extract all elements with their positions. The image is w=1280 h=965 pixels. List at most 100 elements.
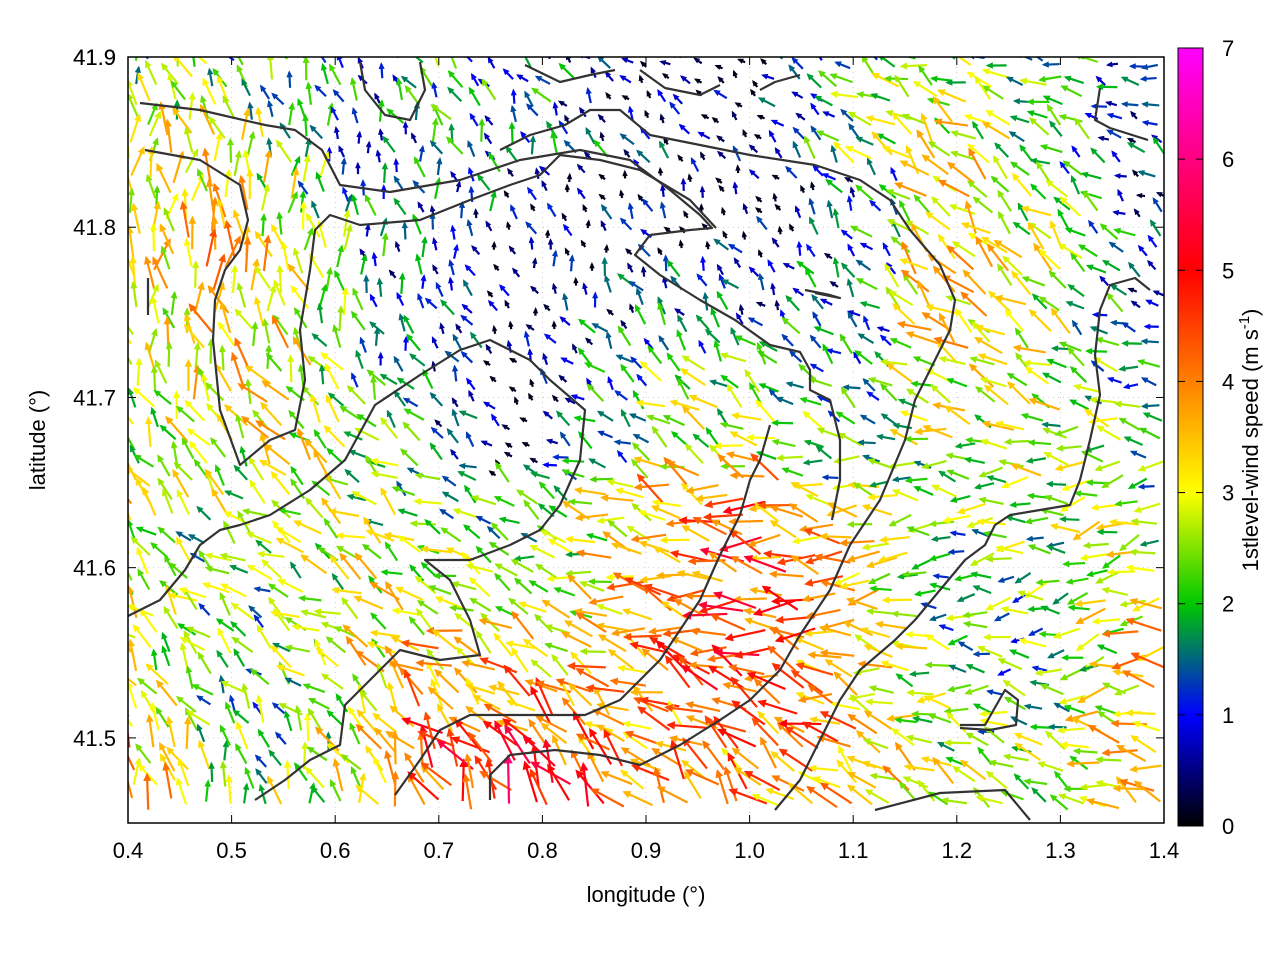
wind-arrow xyxy=(671,431,687,445)
wind-arrow xyxy=(242,108,250,140)
wind-arrow xyxy=(363,274,369,293)
wind-arrow xyxy=(281,241,289,270)
wind-arrow xyxy=(503,68,513,79)
wind-arrow xyxy=(551,654,568,675)
wind-arrow xyxy=(296,37,304,57)
wind-arrow xyxy=(1110,284,1127,295)
wind-arrow xyxy=(511,611,533,639)
wind-arrow xyxy=(452,365,458,382)
wind-arrow xyxy=(401,639,439,648)
wind-arrow xyxy=(267,100,273,117)
wind-arrow xyxy=(983,634,1011,641)
wind-arrow xyxy=(118,312,133,334)
wind-arrow xyxy=(960,292,986,316)
wind-arrow xyxy=(984,385,1008,405)
wind-arrow xyxy=(597,411,613,421)
wind-arrow xyxy=(411,132,416,143)
wind-arrow xyxy=(663,457,686,485)
wind-arrow xyxy=(783,263,795,269)
wind-arrow xyxy=(848,123,858,138)
y-tick-label: 41.9 xyxy=(73,45,116,70)
wind-arrow xyxy=(1132,721,1159,731)
wind-arrow xyxy=(967,180,987,197)
wind-arrow xyxy=(216,650,228,667)
wind-arrow xyxy=(514,578,532,594)
wind-arrow xyxy=(499,284,509,296)
wind-arrow xyxy=(954,575,976,582)
wind-arrow xyxy=(572,343,577,353)
wind-arrow xyxy=(242,508,267,515)
wind-arrow xyxy=(150,223,157,252)
wind-arrow xyxy=(586,87,592,103)
wind-arrow xyxy=(1119,418,1140,430)
wind-arrow xyxy=(218,627,231,653)
wind-arrow xyxy=(700,151,705,160)
wind-arrow xyxy=(331,587,362,594)
wind-arrow xyxy=(839,581,869,589)
wind-arrow xyxy=(1081,172,1102,179)
wind-arrow xyxy=(337,305,344,331)
wind-arrow xyxy=(607,376,613,390)
wind-arrow xyxy=(220,592,230,616)
wind-arrow xyxy=(504,190,510,197)
wind-arrow xyxy=(524,331,530,347)
wind-arrow xyxy=(471,73,478,86)
wind-arrow xyxy=(244,236,252,272)
wind-arrow xyxy=(546,439,558,445)
wind-arrow xyxy=(547,203,556,217)
wind-arrow xyxy=(519,417,527,422)
wind-arrow xyxy=(382,162,389,183)
wind-arrow xyxy=(929,583,950,590)
wind-arrow xyxy=(484,133,491,144)
wind-arrow xyxy=(457,471,476,480)
wind-arrow xyxy=(234,648,245,666)
wind-arrow xyxy=(403,121,409,134)
wind-arrow xyxy=(270,610,300,617)
wind-arrow xyxy=(407,49,423,62)
wind-arrow xyxy=(189,92,196,120)
wind-arrow xyxy=(891,611,917,618)
wind-arrow xyxy=(847,195,853,211)
wind-arrow xyxy=(370,294,377,307)
wind-arrow xyxy=(563,224,572,236)
wind-arrow xyxy=(131,113,142,142)
wind-arrow xyxy=(997,658,1022,669)
wind-arrow xyxy=(1019,144,1032,161)
wind-arrow xyxy=(206,179,214,213)
wind-arrow xyxy=(262,183,270,210)
wind-arrow xyxy=(1110,720,1146,728)
wind-arrow xyxy=(381,487,395,515)
wind-arrow xyxy=(772,193,777,202)
wind-arrow xyxy=(376,44,398,58)
wind-arrow xyxy=(621,409,630,427)
wind-arrow xyxy=(970,571,991,578)
wind-arrow xyxy=(530,659,551,676)
wind-arrow xyxy=(598,174,605,180)
wind-arrow xyxy=(884,263,898,287)
wind-arrow xyxy=(468,732,491,762)
wind-arrow xyxy=(234,465,248,480)
wind-arrow xyxy=(1100,223,1118,239)
wind-arrow xyxy=(157,454,169,476)
wind-arrow xyxy=(432,264,438,274)
wind-arrow xyxy=(1098,136,1109,142)
wind-arrow xyxy=(1138,461,1164,471)
wind-arrow xyxy=(931,536,951,542)
x-tick-label: 1.2 xyxy=(942,838,973,863)
wind-arrow xyxy=(277,579,303,592)
wind-arrow xyxy=(287,354,294,382)
wind-arrow xyxy=(325,363,338,389)
wind-arrow xyxy=(326,394,339,422)
wind-arrow xyxy=(758,383,778,391)
wind-arrow xyxy=(728,244,742,253)
wind-arrow xyxy=(465,264,475,275)
wind-arrow xyxy=(268,583,288,597)
wind-arrow xyxy=(459,411,478,419)
wind-arrow xyxy=(452,397,458,406)
wind-arrow xyxy=(583,204,588,212)
wind-arrow xyxy=(998,459,1023,466)
wind-arrow xyxy=(145,60,156,85)
wind-arrow xyxy=(601,220,606,231)
wind-arrow xyxy=(385,541,397,560)
